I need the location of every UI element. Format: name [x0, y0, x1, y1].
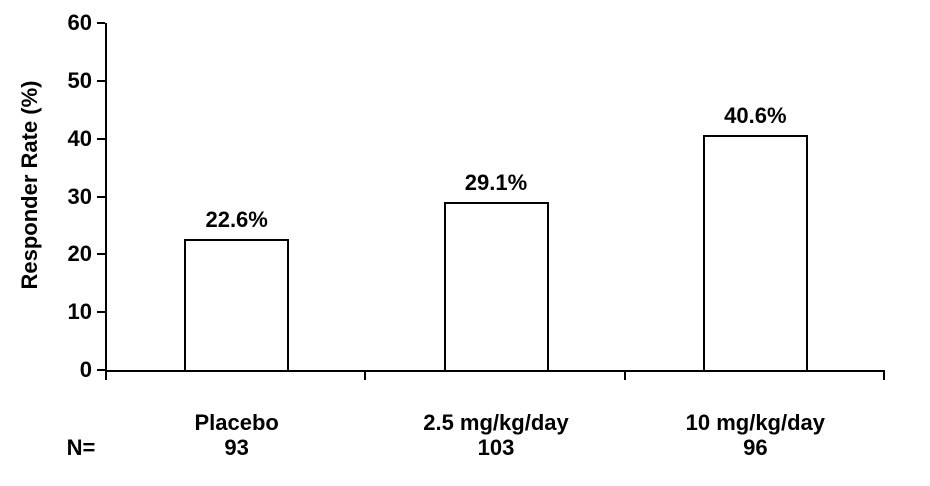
y-axis-tick-mark [97, 311, 105, 314]
category-name: 10 mg/kg/day [685, 410, 826, 435]
y-axis-tick-mark [97, 137, 105, 140]
bar [184, 239, 290, 370]
y-axis-tick-label: 20 [67, 241, 92, 267]
x-axis-tick-mark [105, 372, 107, 380]
bar-value-label: 22.6% [205, 207, 268, 233]
category-n-value: 93 [224, 435, 249, 460]
x-axis-tick-mark [364, 372, 367, 380]
category-name: 2.5 mg/kg/day [423, 410, 569, 435]
x-axis-tick-mark [883, 372, 885, 380]
y-axis-tick-label: 40 [67, 125, 92, 151]
y-axis-tick-label: 50 [67, 67, 92, 93]
y-axis-tick-mark [97, 195, 105, 198]
n-prefix-label: N= [66, 435, 96, 460]
plot-area: 22.6% 29.1% 40.6% [105, 23, 885, 372]
y-axis-tick-label: 30 [67, 183, 92, 209]
y-axis-tick-label: 0 [79, 357, 92, 382]
bar-value-label: 40.6% [724, 103, 787, 129]
category-label: 2.5 mg/kg/day 103 [366, 410, 625, 460]
bar [443, 201, 549, 370]
x-axis-tick-mark [623, 372, 626, 380]
category-label: Placebo 93 [107, 410, 366, 460]
y-axis-tick-mark [97, 253, 105, 256]
bar [702, 135, 808, 370]
category-n-value: 96 [743, 435, 768, 460]
bar-value-label: 29.1% [464, 169, 528, 195]
category-n-value: 103 [477, 435, 515, 460]
category-label: 10 mg/kg/day 96 [626, 410, 885, 460]
y-axis-tick-label: 60 [67, 10, 92, 35]
y-axis-tick-label: 10 [67, 299, 92, 325]
y-axis-tick-mark [97, 79, 105, 82]
y-axis-tick-mark [97, 369, 105, 371]
category-name: Placebo [194, 410, 279, 435]
y-axis-tick-mark [97, 22, 105, 24]
